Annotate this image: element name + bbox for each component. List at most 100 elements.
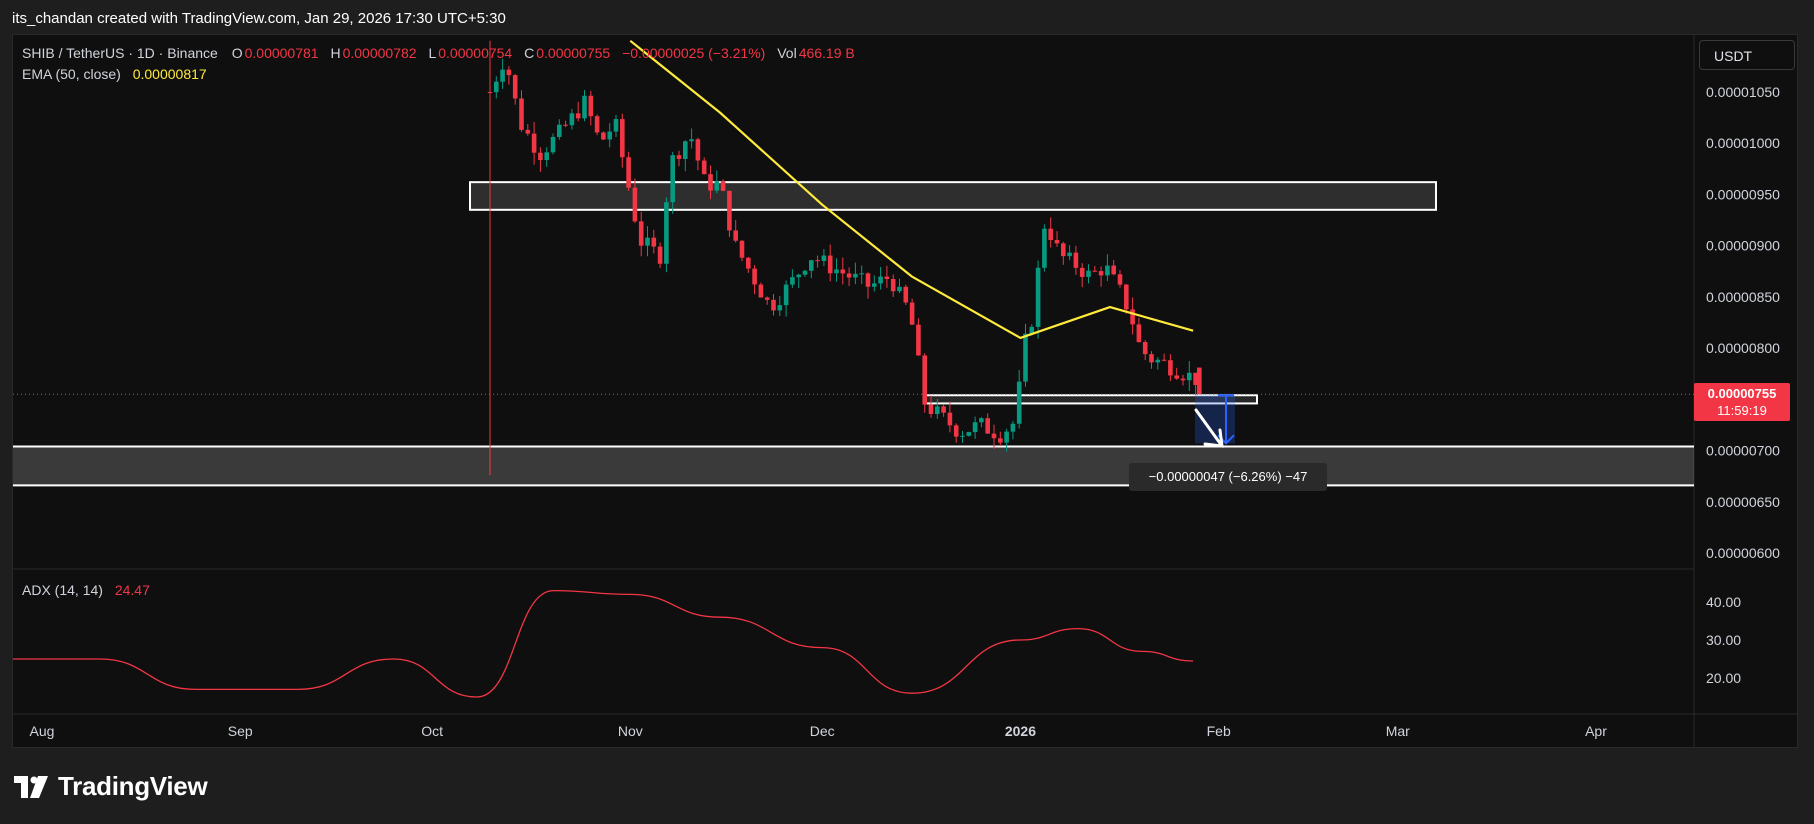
candle [771,293,776,316]
price-tick-label: 0.00000700 [1706,443,1780,459]
candle [689,128,694,149]
candle [821,249,827,267]
time-tick-label: Mar [1386,723,1410,739]
candle-body [884,276,890,280]
candle-body [783,284,789,306]
candle [1016,369,1022,429]
symbol-title[interactable]: SHIB / TetherUS · 1D · Binance [22,45,218,61]
candle [550,133,556,155]
candle [1193,372,1198,396]
candle-body [790,277,795,285]
candle-body [1079,267,1085,277]
candle [1105,254,1110,281]
candle [1161,353,1167,362]
candle-body [708,174,713,191]
volume-label: Vol [777,45,797,61]
open-value: 0.00000781 [244,45,319,61]
candle-body [1105,265,1110,276]
candle-body [1067,252,1072,257]
candle-body [1111,265,1116,275]
candle-body [1197,367,1202,395]
candle-body [531,133,537,153]
candle [897,278,902,294]
candle [613,115,619,137]
candle-body [1048,228,1053,240]
adx-tick-label: 40.00 [1706,594,1741,610]
candle-body [575,113,581,119]
candle-body [1023,333,1028,382]
candle [506,66,512,85]
candle-body [550,136,556,153]
candle-body [935,406,940,414]
candle [531,122,537,165]
candle [884,265,890,288]
candle-body [1149,354,1154,363]
candle-body [897,286,902,292]
time-tick-label: 2026 [1005,723,1036,739]
candle-body [1193,372,1198,385]
candles [487,40,1202,476]
brand-name: TradingView [58,771,208,801]
candle-body [626,157,631,188]
candle [563,120,568,128]
candle-body [960,435,965,437]
candle [878,266,883,290]
currency-button[interactable]: USDT [1699,40,1795,70]
candle [1155,357,1161,370]
candle [796,273,801,288]
candle [575,101,581,122]
candle [872,275,877,292]
candle-body [947,412,953,426]
candle-body [1174,375,1179,379]
candle-body [1029,326,1035,334]
candle [746,256,751,273]
tradingview-logo[interactable]: TradingView [14,771,208,802]
candle [758,282,764,298]
candle-body [846,273,852,278]
candle [701,157,707,175]
candle-body [834,269,839,274]
candle-body [563,124,568,126]
time-tick-label: Nov [618,723,643,739]
time-tick-label: Sep [228,723,253,739]
candle-body [651,237,657,247]
candle-body [601,132,606,140]
candle-body [1098,271,1104,276]
candle [727,190,732,238]
candle [1073,245,1079,275]
candle-body [928,404,934,414]
price-tick-label: 0.00000600 [1706,545,1780,561]
candle-body [865,273,871,287]
candle-body [979,418,984,423]
candle-body [752,268,757,285]
candle-body [1042,228,1047,268]
ema-legend: EMA (50, close) 0.00000817 [22,66,209,82]
candle-body [909,302,915,325]
adx-label[interactable]: ADX (14, 14) [22,582,103,598]
candle [1023,323,1028,387]
candle-body [582,95,587,119]
candle-body [1073,252,1079,268]
candle [519,90,524,132]
candle-body [544,152,549,161]
candle [916,318,921,356]
candle [1136,317,1142,343]
ema-label[interactable]: EMA (50, close) [22,66,121,82]
time-tick-label: Feb [1207,723,1231,739]
candle [1187,360,1192,392]
candle [557,119,562,140]
candle-body [853,273,858,278]
candle [903,284,909,305]
high-label: H [330,45,341,61]
candle [909,298,915,325]
candle [1130,297,1135,335]
candle [739,240,745,262]
candle [714,170,720,194]
candle-body [840,269,846,274]
volume-value: 466.19 B [798,45,855,61]
candle [670,151,675,214]
candle [947,401,953,433]
candle-body [966,432,972,436]
time-tick-label: Oct [421,723,443,739]
